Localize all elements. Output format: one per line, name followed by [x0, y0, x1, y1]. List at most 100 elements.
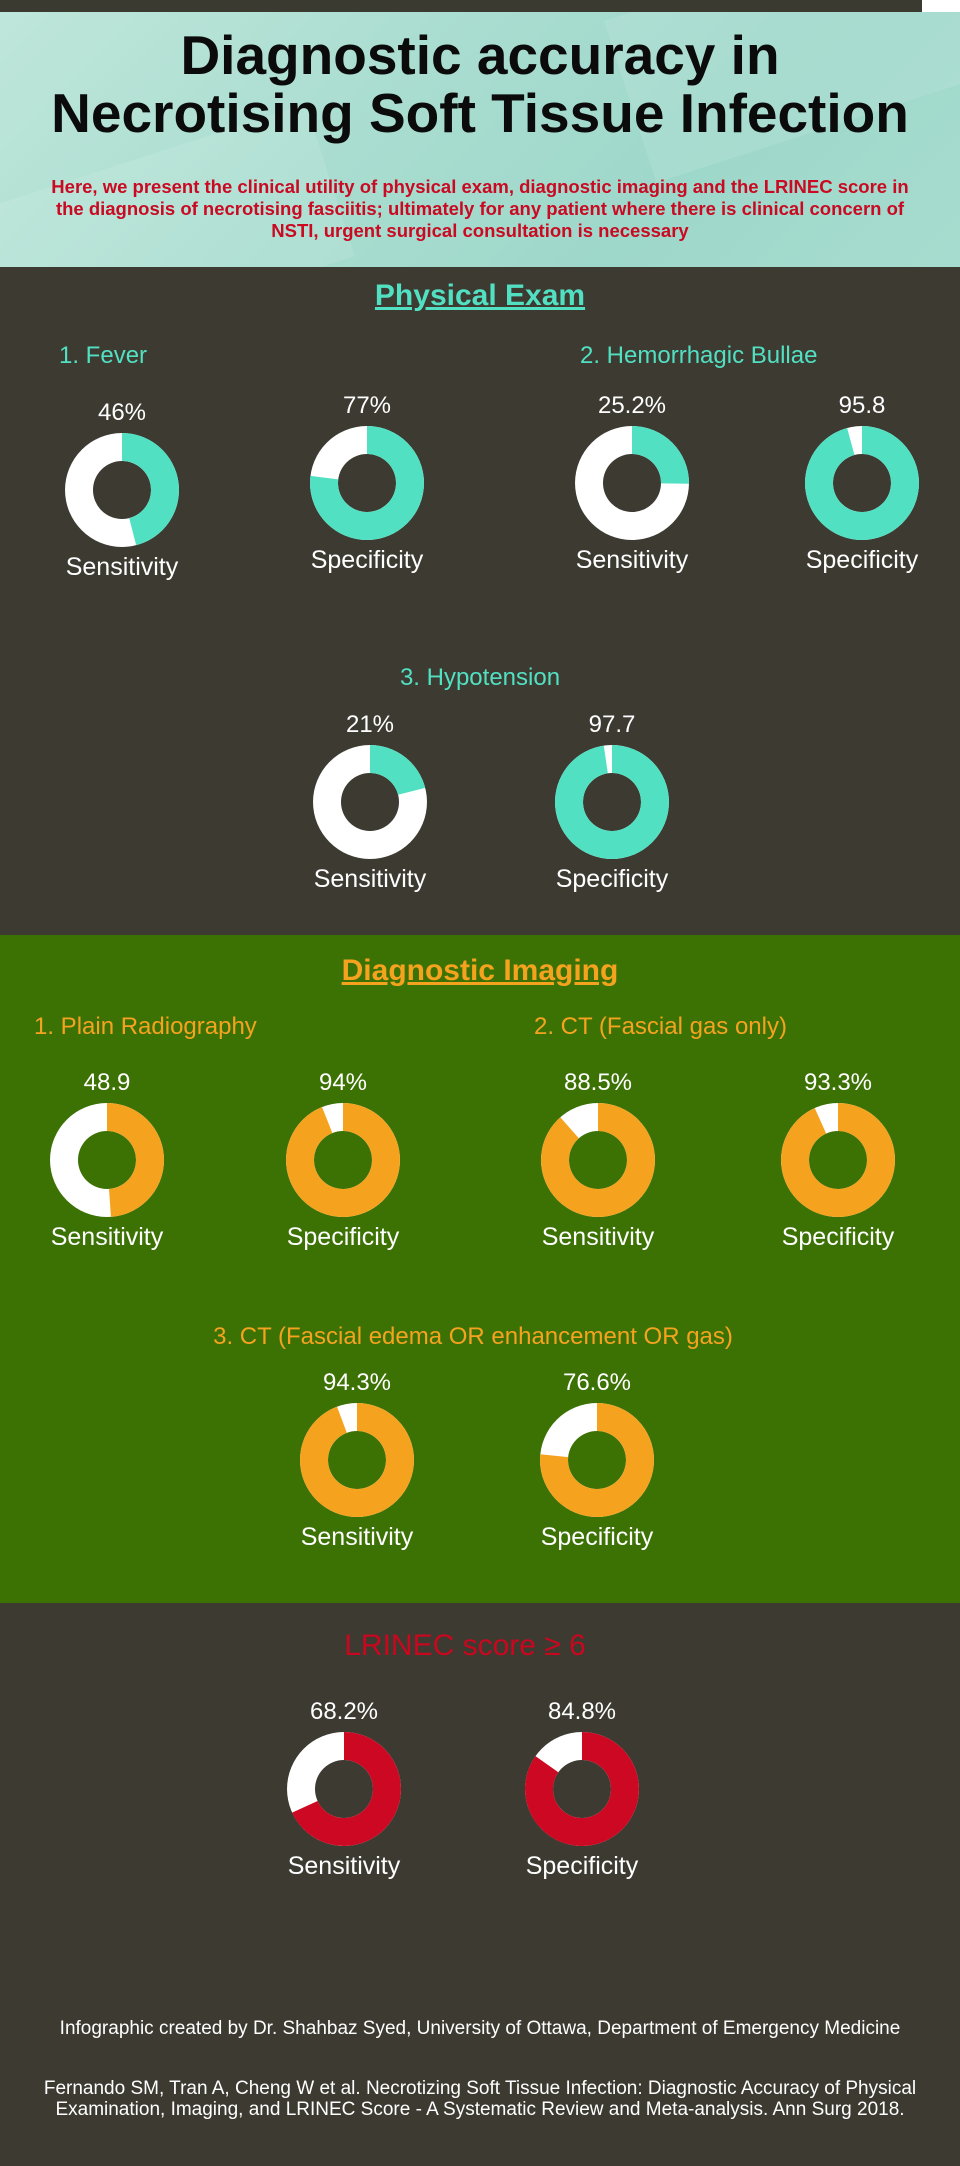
lrinec-section: LRINEC score ≥ 6 68.2% Sensitivity 84.8%… [0, 1603, 960, 2166]
bullae-subheading: 2. Hemorrhagic Bullae [580, 342, 818, 369]
lrinec-heading: LRINEC score ≥ 6 [344, 1629, 586, 1662]
donut-value-slice [597, 1403, 654, 1517]
footer-citation: Fernando SM, Tran A, Cheng W et al. Necr… [43, 2078, 917, 2120]
value-label: 46% [97, 399, 147, 426]
value-label: 94.3% [322, 1369, 392, 1396]
intro-text: Here, we present the clinical utility of… [51, 176, 909, 241]
donut-value-slice [107, 1103, 165, 1217]
donut-chart [781, 1103, 895, 1217]
hypotension-specificity-stat: 97.7 Specificity [512, 710, 712, 894]
donut-remainder-slice [575, 426, 632, 540]
measure-label: Sensitivity [287, 1852, 401, 1880]
donut-value-slice [632, 426, 689, 484]
donut-value-slice [370, 745, 426, 795]
radiography-sensitivity-stat: 48.9 Sensitivity [7, 1068, 207, 1252]
measure-label: Specificity [805, 546, 919, 574]
physical-exam-section: Physical Exam 1. Fever 2. Hemorrhagic Bu… [0, 267, 960, 935]
ct-any-subheading: 3. CT (Fascial edema OR enhancement OR g… [213, 1323, 733, 1350]
measure-label: Sensitivity [300, 1523, 414, 1551]
donut-remainder-slice [313, 745, 370, 859]
measure-label: Specificity [781, 1223, 895, 1251]
value-label: 93.3% [803, 1069, 873, 1096]
donut-value-slice [598, 1103, 655, 1217]
donut-value-slice [555, 745, 612, 859]
donut-value-slice [344, 1732, 401, 1846]
donut-value-slice [357, 1403, 414, 1517]
measure-label: Sensitivity [50, 1223, 164, 1251]
measure-label: Specificity [540, 1523, 654, 1551]
header-banner: Diagnostic accuracy in Necrotising Soft … [0, 12, 960, 267]
donut-value-slice [805, 427, 862, 540]
donut-value-slice [367, 426, 424, 540]
donut-chart [310, 426, 424, 540]
radiography-specificity-stat: 94% Specificity [243, 1068, 443, 1252]
footer-credit: Infographic created by Dr. Shahbaz Syed,… [59, 2018, 901, 2039]
hypotension-sensitivity-stat: 21% Sensitivity [270, 710, 470, 894]
value-label: 84.8% [547, 1698, 617, 1725]
donut-value-slice [343, 1103, 400, 1217]
ct-any-specificity-stat: 76.6% Specificity [497, 1368, 697, 1552]
diagnostic-imaging-section: Diagnostic Imaging 1. Plain Radiography … [0, 935, 960, 1603]
bullae-specificity-stat: 95.8 Specificity [762, 391, 960, 575]
value-label: 88.5% [563, 1069, 633, 1096]
measure-label: Sensitivity [541, 1223, 655, 1251]
hypotension-subheading: 3. Hypotension [399, 664, 561, 691]
donut-value-slice [525, 1756, 582, 1846]
physical-exam-heading: Physical Exam [374, 279, 586, 312]
ct-any-sensitivity-stat: 94.3% Sensitivity [257, 1368, 457, 1552]
donut-remainder-slice [65, 433, 122, 547]
fever-specificity-stat: 77% Specificity [267, 391, 467, 575]
donut-value-slice [582, 1732, 639, 1846]
value-label: 21% [345, 711, 395, 738]
donut-chart [50, 1103, 165, 1217]
page-title: Diagnostic accuracy in Necrotising Soft … [51, 24, 909, 144]
fever-subheading: 1. Fever [59, 342, 148, 369]
donut-value-slice [292, 1801, 344, 1846]
value-label: 97.7 [588, 711, 636, 738]
value-label: 76.6% [562, 1369, 632, 1396]
diagnostic-imaging-heading: Diagnostic Imaging [341, 954, 619, 987]
measure-label: Specificity [555, 865, 669, 893]
value-label: 48.9 [83, 1069, 131, 1096]
measure-label: Sensitivity [313, 865, 427, 893]
donut-value-slice [310, 475, 367, 540]
donut-chart [555, 745, 669, 859]
top-bar [0, 0, 922, 12]
donut-value-slice [838, 1103, 895, 1217]
value-label: 77% [342, 392, 392, 419]
value-label: 95.8 [838, 392, 886, 419]
donut-chart [287, 1732, 401, 1846]
donut-value-slice [122, 433, 180, 546]
ct-gas-specificity-stat: 93.3% Specificity [738, 1068, 938, 1252]
donut-chart [525, 1732, 639, 1846]
measure-label: Specificity [525, 1852, 639, 1880]
donut-value-slice [541, 1117, 598, 1217]
lrinec-sensitivity-stat: 68.2% Sensitivity [244, 1697, 444, 1881]
value-label: 94% [318, 1069, 368, 1096]
radiography-subheading: 1. Plain Radiography [34, 1013, 257, 1040]
donut-value-slice [300, 1406, 357, 1517]
donut-chart [805, 426, 919, 540]
donut-chart [575, 426, 689, 540]
donut-chart [65, 433, 180, 547]
ct-gas-subheading: 2. CT (Fascial gas only) [534, 1013, 787, 1040]
measure-label: Specificity [310, 546, 424, 574]
measure-label: Sensitivity [65, 553, 179, 581]
value-label: 25.2% [597, 392, 667, 419]
donut-chart [313, 745, 427, 859]
donut-value-slice [781, 1107, 838, 1217]
measure-label: Specificity [286, 1223, 400, 1251]
measure-label: Sensitivity [575, 546, 689, 574]
fever-sensitivity-stat: 46% Sensitivity [22, 398, 222, 582]
value-label: 68.2% [309, 1698, 379, 1725]
donut-value-slice [286, 1107, 343, 1217]
donut-value-slice [540, 1454, 597, 1517]
donut-value-slice [612, 745, 669, 859]
ct-gas-sensitivity-stat: 88.5% Sensitivity [498, 1068, 698, 1252]
donut-value-slice [862, 426, 919, 540]
bullae-sensitivity-stat: 25.2% Sensitivity [532, 391, 732, 575]
donut-remainder-slice [50, 1103, 107, 1217]
donut-chart [286, 1103, 400, 1217]
donut-chart [541, 1103, 655, 1217]
donut-chart [300, 1403, 414, 1517]
